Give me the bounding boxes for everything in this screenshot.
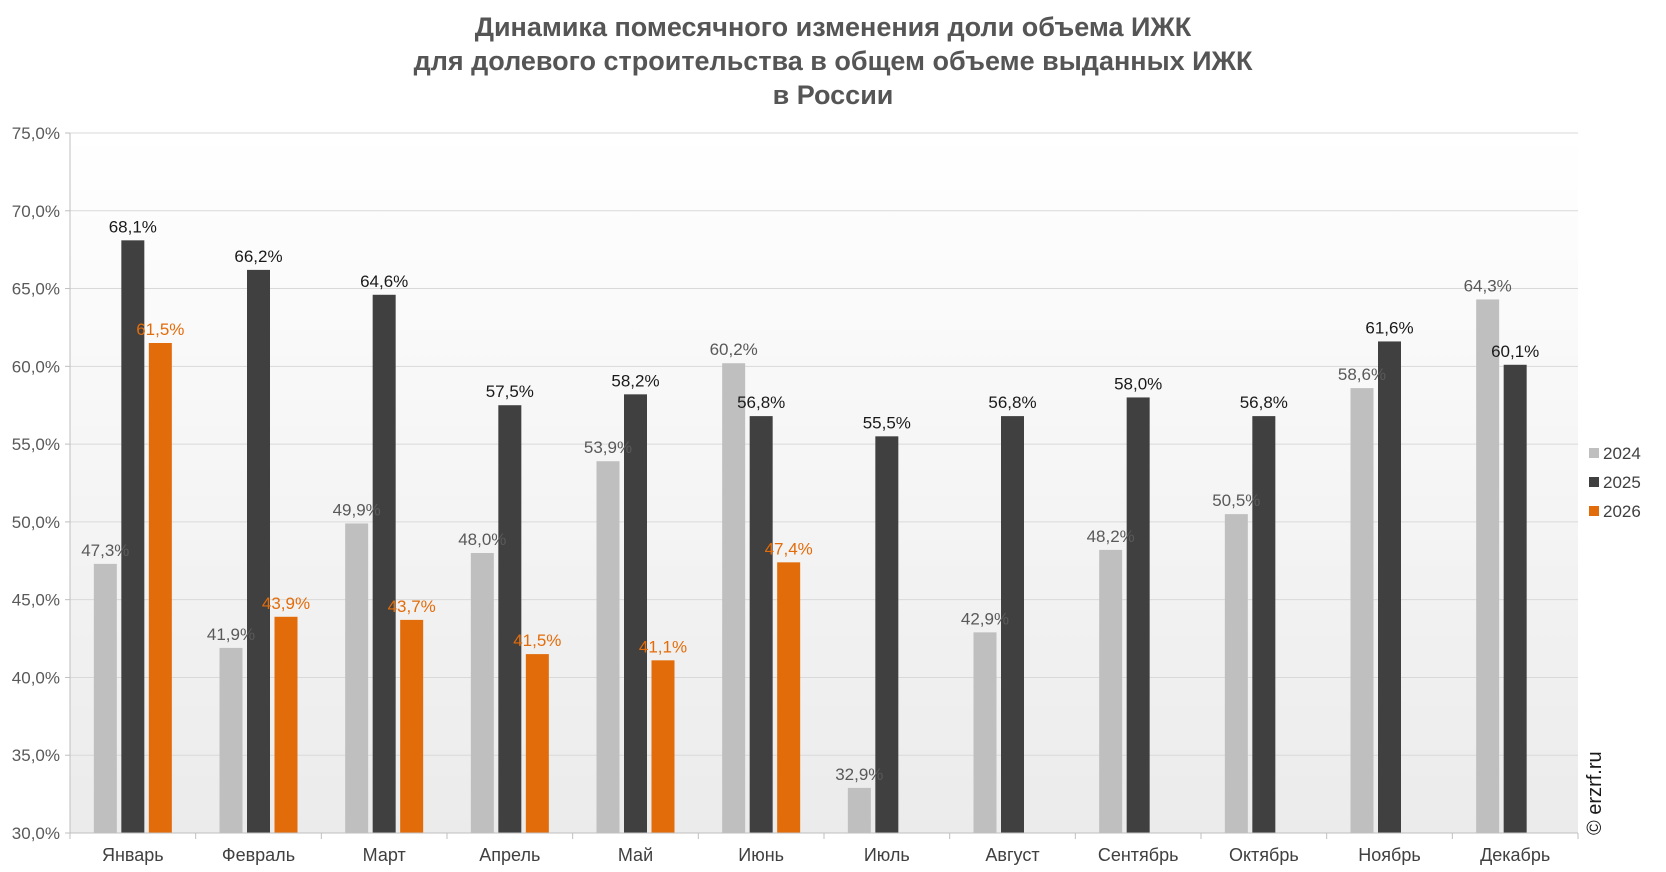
bar-2024: [470, 553, 494, 833]
bar-2024: [1224, 514, 1248, 833]
x-tick-label: Август: [985, 845, 1039, 865]
bar-2025: [749, 416, 773, 833]
data-label-2025: 58,2%: [611, 371, 659, 390]
data-label-2026: 47,4%: [765, 539, 813, 558]
legend-label-2025: 2025: [1603, 473, 1641, 492]
x-tick-label: Ноябрь: [1358, 845, 1420, 865]
bar-2024: [345, 523, 369, 833]
y-tick-label: 70,0%: [12, 202, 60, 221]
x-tick-label: Февраль: [222, 845, 295, 865]
x-tick-label: Май: [618, 845, 653, 865]
data-label-2024: 42,9%: [961, 609, 1009, 628]
y-tick-label: 45,0%: [12, 591, 60, 610]
data-label-2026: 41,5%: [513, 631, 561, 650]
chart-title-line-1: Динамика помесячного изменения доли объе…: [474, 12, 1192, 42]
x-tick-label: Март: [363, 845, 406, 865]
plot-background: [70, 133, 1578, 833]
bar-2026: [777, 562, 801, 833]
data-label-2024: 50,5%: [1212, 491, 1260, 510]
legend-label-2026: 2026: [1603, 502, 1641, 521]
x-tick-label: Сентябрь: [1098, 845, 1179, 865]
data-label-2025: 56,8%: [737, 393, 785, 412]
data-label-2025: 58,0%: [1114, 374, 1162, 393]
y-tick-label: 75,0%: [12, 124, 60, 143]
x-tick-label: Апрель: [479, 845, 540, 865]
bar-2025: [875, 436, 899, 833]
x-tick-label: Январь: [102, 845, 164, 865]
bar-2024: [219, 647, 243, 833]
bar-2024: [596, 461, 620, 833]
bar-2026: [651, 660, 675, 833]
y-tick-label: 30,0%: [12, 824, 60, 843]
legend: 2024 2025 2026: [1589, 444, 1641, 521]
y-tick-label: 60,0%: [12, 357, 60, 376]
bar-2024: [847, 787, 871, 833]
chart-title: Динамика помесячного изменения доли объе…: [0, 10, 1666, 112]
bar-2026: [274, 616, 298, 833]
bar-2025: [498, 405, 522, 833]
axes-group: 30,0% 35,0% 40,0% 45,0% 50,0% 55,0% 60,0% 65,0%…: [12, 124, 1579, 865]
bar-2026: [400, 619, 424, 833]
data-label-2025: 68,1%: [109, 217, 157, 236]
data-label-2025: 56,8%: [988, 393, 1036, 412]
data-label-2025: 61,6%: [1365, 318, 1413, 337]
data-label-2024: 53,9%: [584, 438, 632, 457]
legend-swatch-2024: [1589, 448, 1599, 458]
data-label-2024: 58,6%: [1338, 365, 1386, 384]
bar-2025: [1252, 416, 1276, 833]
x-tick-label: Июнь: [738, 845, 784, 865]
bar-2026: [525, 654, 549, 833]
y-tick-label: 35,0%: [12, 746, 60, 765]
bar-2024: [93, 563, 117, 833]
x-tick-label: Октябрь: [1229, 845, 1299, 865]
data-label-2024: 60,2%: [710, 340, 758, 359]
y-tick-label: 65,0%: [12, 280, 60, 299]
data-label-2025: 56,8%: [1240, 393, 1288, 412]
y-tick-label: 55,0%: [12, 435, 60, 454]
data-label-2024: 49,9%: [333, 500, 381, 519]
data-label-2025: 57,5%: [486, 382, 534, 401]
data-label-2026: 41,1%: [639, 637, 687, 656]
data-label-2024: 32,9%: [835, 765, 883, 784]
watermark-text: © erzrf.ru: [1584, 751, 1606, 835]
bar-2025: [1126, 397, 1150, 833]
data-label-2024: 48,0%: [458, 530, 506, 549]
bar-2024: [722, 363, 746, 833]
data-label-2026: 43,9%: [262, 594, 310, 613]
bar-2024: [1099, 549, 1123, 833]
legend-swatch-2025: [1589, 477, 1599, 487]
y-tick-label: 40,0%: [12, 668, 60, 687]
legend-swatch-2026: [1589, 506, 1599, 516]
data-label-2025: 60,1%: [1491, 342, 1539, 361]
bar-2025: [1001, 416, 1024, 833]
bar-2025: [624, 394, 647, 833]
bar-2024: [1476, 299, 1500, 833]
x-tick-label: Декабрь: [1480, 845, 1550, 865]
bar-2024: [973, 632, 997, 833]
data-label-2026: 43,7%: [388, 597, 436, 616]
y-tick-label: 50,0%: [12, 513, 60, 532]
bars-group: [93, 240, 1527, 834]
data-label-2025: 55,5%: [863, 413, 911, 432]
legend-label-2024: 2024: [1603, 444, 1641, 463]
bar-2025: [372, 294, 396, 833]
data-label-2025: 64,6%: [360, 272, 408, 291]
chart-title-line-2: для долевого строительства в общем объем…: [413, 46, 1253, 76]
data-label-2025: 66,2%: [234, 247, 282, 266]
bar-2025: [1503, 364, 1527, 833]
data-label-2024: 64,3%: [1464, 276, 1512, 295]
x-tick-label: Июль: [864, 845, 910, 865]
chart-title-line-3: в России: [772, 80, 894, 110]
bar-2025: [1378, 341, 1401, 833]
data-labels-group: 47,3% 68,1% 61,5% 41,9% 66,2% 43,9% 49,9% 64,6%…: [81, 217, 1539, 784]
data-label-2024: 41,9%: [207, 625, 255, 644]
data-label-2024: 47,3%: [81, 541, 129, 560]
bar-2025: [247, 269, 270, 833]
bar-2024: [1350, 388, 1374, 833]
bar-2026: [148, 343, 172, 833]
data-label-2026: 61,5%: [136, 320, 184, 339]
bar-2025: [121, 240, 145, 834]
data-label-2024: 48,2%: [1087, 527, 1135, 546]
